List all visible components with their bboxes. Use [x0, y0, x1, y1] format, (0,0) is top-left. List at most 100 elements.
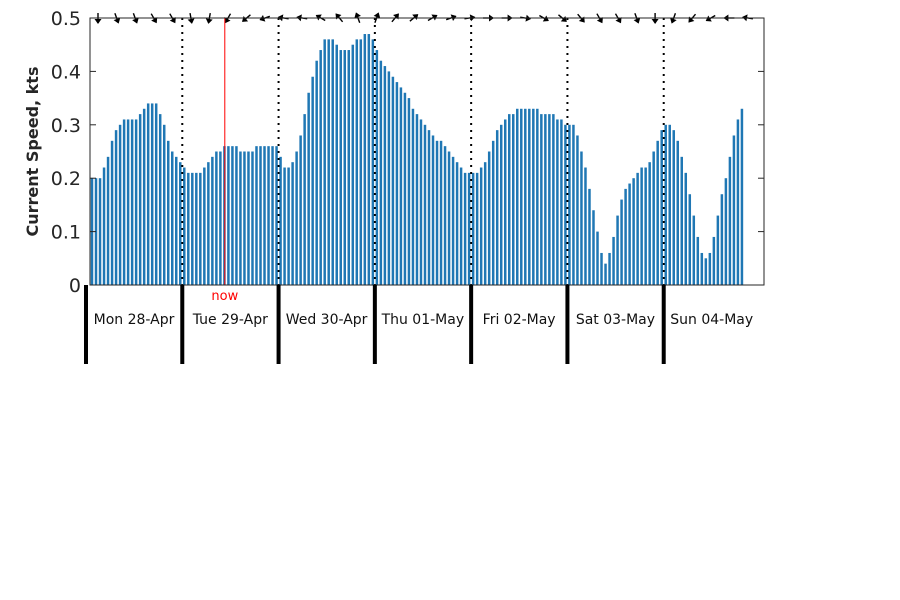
bar [700, 252, 704, 285]
day-label: Mon 28-Apr [94, 312, 175, 328]
bar [231, 146, 234, 285]
bar [616, 215, 619, 285]
bar [552, 114, 555, 286]
bar [299, 135, 302, 285]
bar [447, 151, 451, 285]
bar [130, 119, 134, 286]
bar [652, 151, 655, 285]
bar [736, 119, 740, 286]
bar [620, 199, 623, 285]
bar [475, 172, 479, 285]
bar [608, 252, 611, 285]
bar [423, 124, 427, 285]
y-tick-label: 0.4 [51, 61, 81, 83]
bar [520, 108, 523, 285]
bar [166, 140, 170, 285]
bar [560, 119, 563, 286]
bar [540, 114, 543, 286]
y-axis-ticks: 0 0.1 0.2 0.3 0.4 0.5 [51, 8, 764, 297]
bar [732, 135, 736, 285]
bar [724, 178, 728, 285]
y-tick-label: 0.3 [51, 115, 81, 137]
y-tick-label: 0.2 [51, 168, 81, 190]
plot-area-frame [89, 17, 765, 286]
bar [415, 114, 419, 286]
bar [588, 188, 591, 285]
bar [644, 167, 647, 285]
bar [516, 108, 519, 285]
bar [467, 172, 471, 285]
bar [544, 114, 547, 286]
bar [339, 50, 342, 285]
bar [536, 108, 539, 285]
bar [295, 151, 298, 285]
bar [612, 236, 615, 285]
bar [279, 156, 282, 285]
bar [327, 39, 330, 285]
bar [183, 167, 186, 285]
bar [680, 156, 683, 285]
bar [656, 140, 659, 285]
bar [215, 151, 218, 285]
bar [199, 172, 202, 285]
bar [720, 194, 724, 285]
bar [142, 108, 146, 285]
bar [255, 146, 258, 285]
bar [439, 140, 443, 285]
day-label: Tue 29-Apr [192, 312, 268, 328]
bar [379, 60, 383, 285]
bar [179, 162, 182, 285]
bar [259, 146, 262, 285]
bar [692, 215, 696, 285]
bar [419, 119, 423, 286]
bar [307, 92, 310, 285]
bar [311, 76, 314, 286]
bar [211, 156, 214, 285]
bar [347, 50, 351, 285]
bar [407, 98, 411, 285]
bar [138, 114, 142, 286]
bar [323, 39, 326, 285]
bar [162, 124, 166, 285]
bar [122, 119, 126, 286]
bar [624, 188, 627, 285]
bar [146, 103, 150, 285]
bar [263, 146, 266, 285]
bar [235, 146, 238, 285]
bar [158, 114, 162, 286]
bar [247, 151, 250, 285]
bar [568, 124, 571, 285]
bar [572, 124, 575, 285]
bar [696, 236, 700, 285]
bar [660, 130, 663, 285]
bar [267, 146, 270, 285]
bar [716, 215, 720, 285]
bar [632, 178, 635, 285]
day-label: Sun 04-May [670, 312, 753, 328]
bar [315, 60, 318, 285]
y-axis-label: Current Speed, kts [23, 67, 42, 237]
bar [207, 162, 210, 285]
bar [427, 130, 431, 285]
bar [640, 167, 643, 285]
bar [459, 167, 463, 285]
bar [191, 172, 194, 285]
bar [684, 172, 688, 285]
bar [576, 135, 579, 285]
bar [556, 119, 559, 286]
bar [740, 108, 744, 285]
bar [395, 82, 399, 285]
bar [512, 114, 515, 286]
bar [443, 146, 447, 285]
bar [275, 146, 278, 285]
bar [251, 151, 254, 285]
bar [387, 71, 391, 286]
bar [94, 178, 98, 285]
bar [479, 167, 483, 285]
bar [455, 162, 459, 285]
bar [383, 66, 387, 285]
bar [375, 50, 379, 285]
bar [335, 44, 338, 286]
bar [728, 156, 732, 285]
bar [106, 156, 110, 285]
